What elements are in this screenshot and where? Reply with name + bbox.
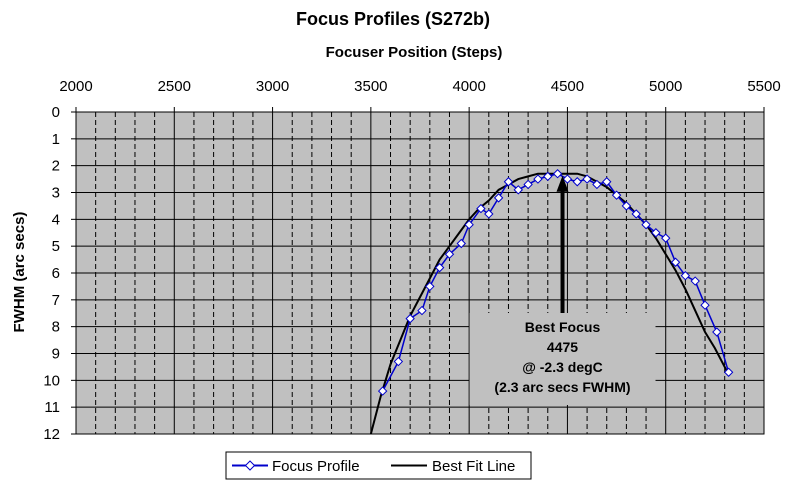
legend-box: [225, 451, 532, 480]
focus-profile-point: [661, 233, 671, 243]
best-focus-label-box: [469, 313, 656, 405]
focus-profile-point: [484, 209, 494, 219]
focus-profile-point: [641, 219, 651, 230]
focus-profile-point: [611, 190, 622, 200]
y-tick-label: 0: [52, 104, 60, 121]
focus-profile-point: [476, 203, 486, 214]
focus-profile-point: [523, 179, 533, 190]
focus-profile-point: [543, 171, 553, 182]
legend-best-fit-label: Best Fit Line: [432, 458, 515, 475]
best-focus-label-line: 4475: [547, 339, 578, 355]
legend: Focus Profile Best Fit Line: [225, 451, 532, 480]
x-tick-label: 5500: [747, 78, 780, 95]
focus-profile-point: [513, 185, 523, 195]
x-tick-label: 4500: [551, 78, 584, 95]
focus-profile-point: [562, 174, 573, 184]
focus-profile-point: [393, 356, 404, 367]
focus-profile-point: [582, 174, 592, 184]
best-focus-annotation: Best Focus 4475 @ -2.3 degC (2.3 arc secs F…: [469, 175, 656, 405]
y-tick-label: 9: [52, 346, 60, 363]
best-focus-label-line: @ -2.3 degC: [522, 359, 603, 375]
focus-profile-point: [552, 169, 563, 179]
focus-profile-point: [417, 305, 427, 316]
focus-profile-point: [602, 177, 612, 187]
chart-series: [369, 169, 734, 435]
y-tick-label: 10: [43, 372, 60, 389]
focus-profile-point: [592, 179, 602, 190]
focus-profile-point: [712, 327, 722, 337]
y-tick-label: 12: [43, 426, 60, 443]
focus-profile-point: [493, 193, 504, 203]
focus-profile-point: [425, 281, 435, 292]
focus-profile-point: [464, 219, 474, 230]
best-focus-arrow-head: [556, 175, 569, 192]
focus-profile-point: [723, 367, 734, 377]
focus-profile-point: [405, 313, 415, 324]
focus-profile-point: [680, 270, 691, 281]
x-tick-labels: 2000 2500 3000 3500 4000 4500 5000 5500: [59, 78, 781, 112]
y-tick-label: 2: [52, 158, 60, 175]
focus-profile-point: [572, 177, 582, 187]
chart-title: Focus Profiles (S272b): [296, 9, 490, 29]
focus-profile-point: [503, 177, 514, 187]
y-tick-label: 5: [52, 238, 60, 255]
x-tick-label: 4000: [452, 78, 485, 95]
focus-profile-point: [651, 228, 661, 238]
y-tick-label: 4: [52, 211, 60, 228]
legend-focus-profile-label: Focus Profile: [272, 458, 360, 475]
focus-profile-point: [700, 300, 710, 310]
legend-focus-profile-marker: [244, 460, 256, 471]
best-focus-label-line: (2.3 arc secs FWHM): [494, 379, 630, 395]
focus-profile-point: [434, 262, 445, 273]
y-tick-label: 8: [52, 319, 60, 336]
x-tick-label: 3500: [354, 78, 387, 95]
x-tick-label: 2500: [158, 78, 191, 95]
focus-profile-point: [631, 209, 641, 219]
y-axis-title: FWHM (arc secs): [11, 212, 28, 333]
x-tick-label: 2000: [59, 78, 92, 95]
y-tick-label: 1: [52, 131, 60, 148]
focus-profile-point: [690, 276, 700, 286]
x-tick-label: 3000: [256, 78, 289, 95]
focus-profile-point: [377, 386, 388, 396]
y-tick-label: 11: [44, 399, 60, 416]
focus-profile-point: [533, 174, 543, 184]
y-tick-label: 6: [52, 265, 60, 282]
focus-profile-point: [444, 249, 455, 259]
x-tick-label: 5000: [649, 78, 682, 95]
best-focus-label-line: Best Focus: [525, 319, 601, 335]
focus-profile-point: [621, 201, 632, 211]
x-axis-title: Focuser Position (Steps): [326, 44, 503, 61]
focus-profile-point: [670, 257, 681, 267]
y-tick-label: 3: [52, 185, 60, 202]
y-tick-label: 7: [52, 292, 60, 309]
focus-profile-point: [456, 238, 466, 249]
